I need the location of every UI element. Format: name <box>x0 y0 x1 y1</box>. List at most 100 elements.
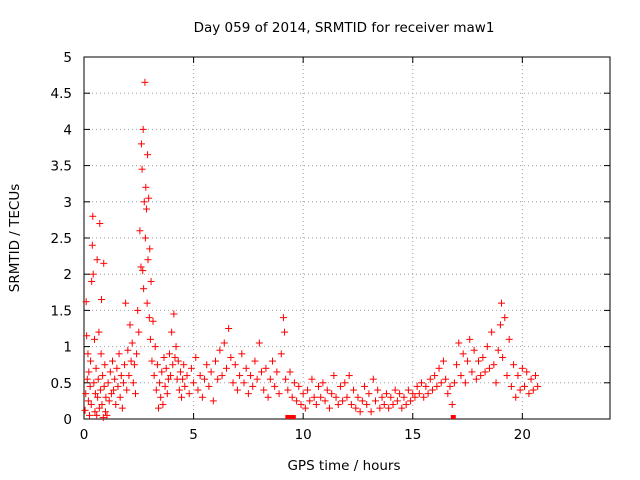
data-point <box>205 382 213 390</box>
data-point <box>475 357 482 365</box>
data-point <box>100 382 108 390</box>
data-point <box>113 364 121 372</box>
data-point <box>290 379 298 387</box>
data-point <box>174 357 182 365</box>
data-point <box>442 375 450 383</box>
data-point <box>101 361 109 369</box>
data-point <box>84 350 92 358</box>
data-point <box>158 368 166 376</box>
data-point <box>233 386 241 394</box>
data-point <box>88 277 96 285</box>
data-point <box>244 390 252 398</box>
data-point <box>212 357 219 365</box>
data-point <box>83 375 91 383</box>
y-tick-label: 2 <box>63 267 72 283</box>
data-point <box>273 368 281 376</box>
data-point <box>378 393 386 401</box>
data-point <box>142 183 150 191</box>
data-point <box>453 361 461 369</box>
data-point <box>498 299 506 307</box>
data-point <box>424 390 432 398</box>
data-point <box>138 165 146 173</box>
data-point <box>116 393 124 401</box>
data-point <box>433 382 441 390</box>
data-point <box>301 404 309 412</box>
data-point <box>251 357 259 365</box>
data-point <box>306 397 314 405</box>
zero-value-point <box>450 415 456 419</box>
data-point <box>207 368 215 376</box>
y-tick-label: 0.5 <box>51 376 72 392</box>
data-point <box>496 321 504 329</box>
data-point <box>87 357 95 365</box>
data-point <box>444 390 452 398</box>
data-point <box>144 256 152 264</box>
data-point <box>153 361 161 369</box>
data-point <box>286 368 294 376</box>
data-point <box>144 151 152 159</box>
data-point <box>102 393 110 401</box>
data-point <box>507 382 515 390</box>
data-point <box>523 368 531 376</box>
data-point <box>411 393 419 401</box>
data-point <box>99 414 107 422</box>
data-point <box>100 259 108 267</box>
data-point <box>260 386 268 394</box>
data-point <box>400 393 408 401</box>
data-point <box>81 406 89 414</box>
y-tick-label: 4 <box>63 122 72 138</box>
zero-value-point <box>290 415 296 419</box>
data-point <box>238 350 246 358</box>
data-point <box>152 386 160 394</box>
data-point <box>178 393 186 401</box>
data-point <box>347 401 355 409</box>
data-point <box>389 401 397 409</box>
data-point <box>183 372 191 380</box>
data-point <box>529 386 537 394</box>
data-point <box>119 379 127 387</box>
data-point <box>481 368 489 376</box>
data-point <box>181 382 189 390</box>
data-point <box>123 386 131 394</box>
data-point <box>185 390 193 398</box>
data-point <box>89 270 97 278</box>
data-point <box>150 372 158 380</box>
data-point <box>371 397 379 405</box>
data-point <box>86 382 94 390</box>
data-point <box>268 357 276 365</box>
data-point <box>240 379 248 387</box>
data-point <box>253 375 261 383</box>
data-point <box>332 393 340 401</box>
y-tick-label: 1 <box>63 340 72 356</box>
x-tick-label: 15 <box>404 427 421 443</box>
y-tick-label: 2.5 <box>51 231 72 247</box>
grid-lines <box>84 57 610 419</box>
data-point <box>501 314 509 322</box>
data-point <box>132 390 140 398</box>
data-point <box>107 390 115 398</box>
data-point <box>490 361 498 369</box>
data-point <box>85 411 93 419</box>
data-point <box>281 328 289 336</box>
data-point <box>282 375 290 383</box>
data-point <box>167 372 175 380</box>
data-point <box>330 372 338 380</box>
data-point <box>91 408 99 416</box>
x-tick-label: 0 <box>80 427 89 443</box>
data-point <box>161 382 169 390</box>
data-point <box>91 390 99 398</box>
data-point <box>385 404 393 412</box>
data-point <box>352 404 360 412</box>
data-point <box>308 375 316 383</box>
data-point <box>129 379 137 387</box>
data-point <box>201 375 209 383</box>
data-point <box>255 339 263 347</box>
y-axis-label: SRMTID / TECUs <box>7 184 23 292</box>
data-point <box>136 227 144 235</box>
data-point <box>426 375 434 383</box>
data-point <box>141 234 149 242</box>
data-point <box>172 343 180 351</box>
data-point <box>216 346 224 354</box>
data-point <box>516 386 524 394</box>
data-point <box>499 353 507 361</box>
